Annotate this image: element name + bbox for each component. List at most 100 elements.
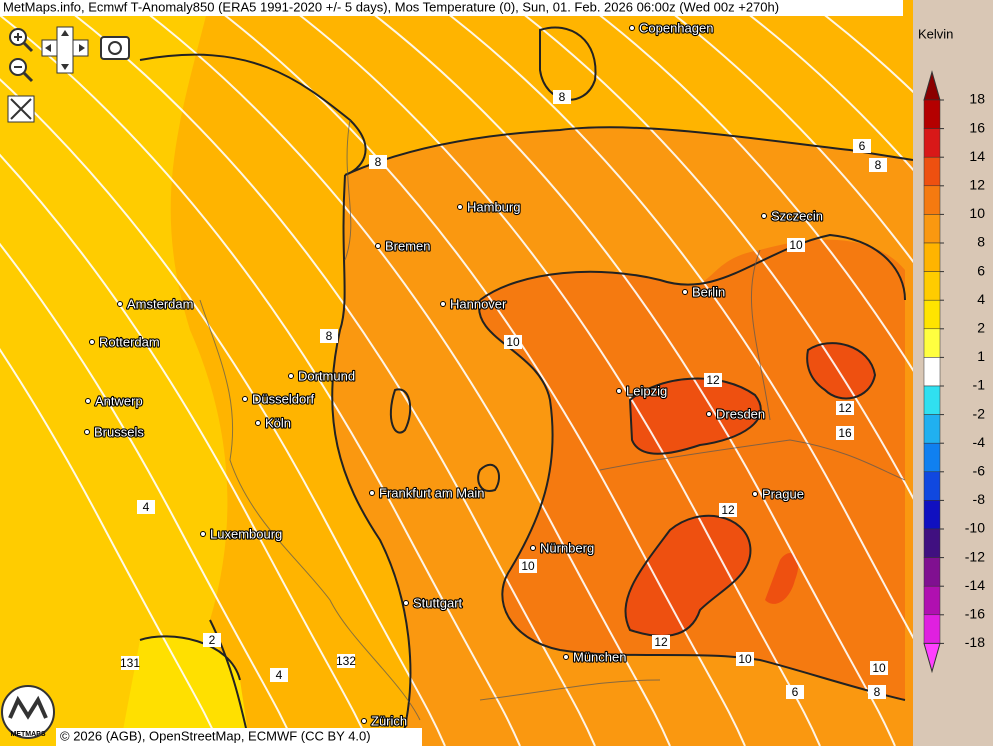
city-dot [682,289,688,295]
contour [624,514,752,637]
city-label: Brussels [94,424,144,439]
contour-label: 4 [276,668,283,682]
contour-label-bg [836,401,854,415]
fullscreen-button[interactable] [7,95,35,123]
colorbar-bin [923,299,941,330]
city-label: Rotterdam [99,334,160,349]
city-dot [361,718,367,724]
colorbar-label: 14 [969,148,985,164]
contour-label: 10 [789,238,803,252]
contour [478,299,906,701]
colorbar-label: 4 [977,291,985,307]
legend-unit: Kelvin [918,26,953,41]
contour-label-bg [868,685,886,699]
contours [139,26,914,746]
contour-label-bg [137,500,155,514]
colorbar-bin [923,557,941,587]
isotherm [504,0,993,649]
contour-label-bg [369,155,387,169]
zoom-in[interactable] [9,28,34,53]
colorbar-bin [923,500,941,530]
city-dot [440,301,446,307]
colorbar-label: 12 [969,177,985,193]
isotherm [0,78,446,746]
colorbar-bin [923,328,941,358]
map-controls [7,26,130,123]
anomaly-4-6 [0,0,250,746]
logo: METMAPS [1,685,55,739]
anomaly-12-14 [625,515,751,636]
city-label: Berlin [692,284,725,299]
contour-label-bg [836,426,854,440]
city-dot [761,213,767,219]
colorbar-label: -12 [965,548,985,564]
city-label: Hamburg [467,199,520,214]
contour-label-bg [121,656,139,670]
colorbar-label: 6 [977,262,985,278]
colorbar-label: -4 [973,434,986,450]
colorbar-bin [923,214,941,244]
contour-label: 10 [872,661,886,675]
isotherm [204,0,746,746]
colorbar-label: -10 [965,520,985,536]
colorbar-label: -16 [965,606,985,622]
colorbar-label: 10 [969,205,985,221]
colorbar-label: 1 [977,348,985,364]
colorbar-bin [923,385,941,415]
contour [479,233,906,301]
city-label: Hannover [450,296,507,311]
contour-label-bg [203,633,221,647]
contour-label: 8 [559,90,566,104]
contour [331,174,412,746]
logo-text: METMAPS [11,731,46,738]
colorbar-bin [923,614,941,644]
borders [199,119,906,721]
isotherm [0,14,521,746]
colorbar-bin [923,471,941,501]
city-label: München [573,649,626,664]
colorbar: 18 16 14 12 10 8 6 4 2 1 -1 -2 -4 -6 -8 -10 -12 -14 -16 -18 [923,70,986,674]
contour [539,26,597,101]
contour-label: 12 [654,635,668,649]
city-label: Szczecin [771,208,823,223]
colorbar-label: -1 [973,377,986,393]
colorbar-bin [923,585,941,616]
city-label: Zürich [371,713,407,728]
city-label: Dortmund [298,368,355,383]
colorbar-bin [923,271,941,301]
city-dot [563,654,569,660]
contour-label: 8 [874,685,881,699]
city-dot [242,396,248,402]
contour-label: 8 [875,158,882,172]
city-dot [84,429,90,435]
zoom-out[interactable] [9,58,34,83]
city-label: Nürnberg [540,540,594,555]
isotherm [54,0,596,746]
footer-bg [56,728,422,746]
contour [628,377,762,455]
colorbar-label: 18 [969,91,985,107]
contour-label-bg [869,158,887,172]
contour-label-bg [786,685,804,699]
city-label: Frankfurt am Main [379,485,484,500]
title-bar [0,0,903,16]
contour-label: 8 [375,155,382,169]
city-label: Düsseldorf [252,391,315,406]
screenshot-button[interactable] [100,36,130,60]
contour [139,53,367,176]
city-label: Luxembourg [210,526,282,541]
contour-label-bg [270,668,288,682]
isotherm [129,0,671,746]
city-dot [369,490,375,496]
map-labels: Copenhagen Hamburg Bremen Szczecin Amsterdam… [84,19,888,730]
colorbar-label: 16 [969,119,985,135]
city-dot [200,531,206,537]
city-label: Dresden [716,406,765,421]
contour [389,388,500,492]
city-label: Leipzig [626,383,667,398]
pan-controls[interactable] [41,26,89,74]
contour-label: 131 [120,656,140,670]
colorbar-label: -14 [965,577,985,593]
contour-label: 10 [506,335,520,349]
contour-label-bg [870,661,888,675]
